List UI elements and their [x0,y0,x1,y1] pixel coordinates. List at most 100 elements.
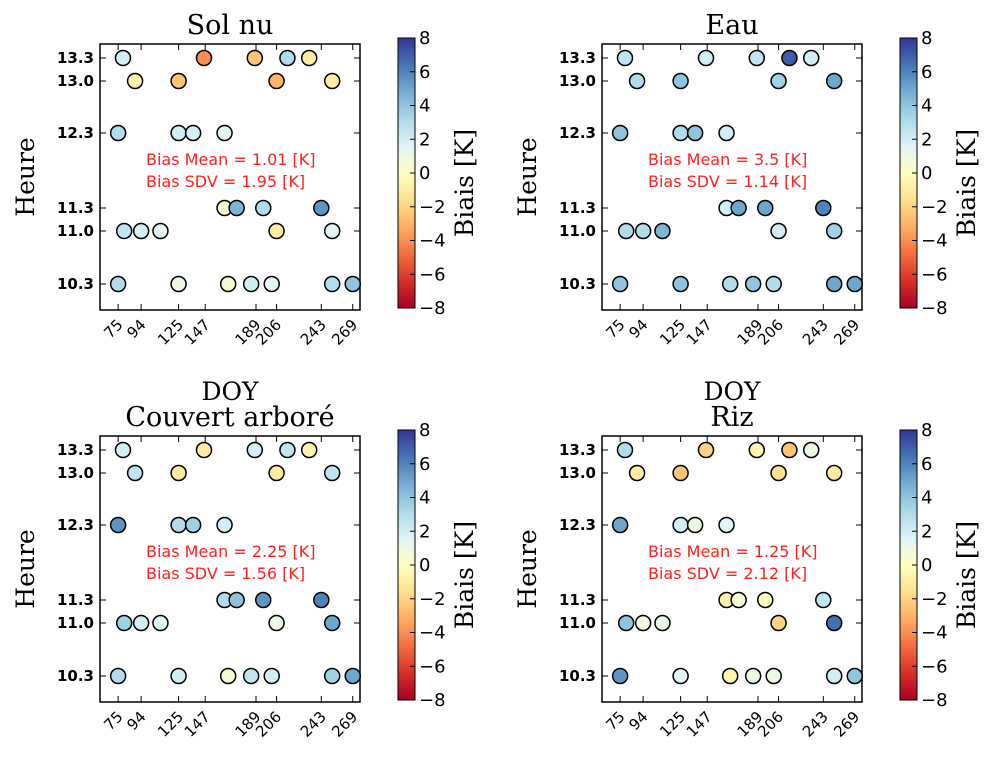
data-point [228,591,245,609]
data-point [279,441,296,459]
data-point [757,591,774,609]
colorbar-tick-label: 0 [921,163,932,184]
x-tick-label: 147 [181,708,214,741]
data-point [654,614,671,632]
y-tick-label: 10.3 [57,667,94,685]
data-point [323,667,341,685]
colorbar-tick-label: −8 [419,298,446,319]
x-tick-label: 94 [123,316,149,342]
colorbar-tick-label: 4 [921,96,932,117]
data-point [697,441,715,459]
data-point [634,222,652,240]
y-tick-label: 11.3 [57,591,94,609]
y-tick-label: 11.0 [559,614,596,632]
data-point [184,124,202,142]
x-tick-label: 94 [123,708,149,734]
data-point [617,222,635,240]
data-point [748,441,766,459]
colorbar-tick-label: 2 [921,129,932,150]
data-point [323,72,341,90]
data-point [132,614,150,632]
data-point [268,614,285,632]
data-point [216,516,233,534]
data-point [628,72,646,90]
colorbar-tick-label: 2 [419,129,430,150]
y-tick-label: 11.3 [559,591,596,609]
x-axis-label: DOY [201,769,259,771]
data-point [170,464,187,482]
data-point [611,516,629,534]
data-point [781,441,798,459]
data-point [323,614,341,632]
colorbar-label: Biais [K] [450,521,479,629]
data-point [242,275,260,293]
data-point [744,275,762,293]
x-tick-label: 243 [799,708,832,741]
colorbar-label: Biais [K] [952,129,981,237]
data-point [268,222,285,240]
x-axis-label: DOY [201,377,259,406]
plot-area [99,43,361,311]
y-tick-label: 12.3 [559,516,596,534]
data-point [718,516,735,534]
data-point [686,516,704,534]
colorbar-tick-label: −6 [419,656,446,677]
colorbar-tick-label: 8 [921,28,932,49]
colorbar-tick-label: 2 [921,521,932,542]
chart-title: Sol nu [187,10,274,41]
data-point [109,667,127,685]
annotation: Bias SDV = 1.95 [K] [146,172,305,191]
data-point [279,49,296,67]
data-point [825,275,843,293]
data-point [802,49,820,67]
colorbar-tick-label: 4 [419,488,430,509]
x-tick-label: 243 [297,708,330,741]
colorbar-tick-label: 8 [419,28,430,49]
data-point [152,222,169,240]
data-point [634,614,652,632]
chart-title: Eau [705,10,758,41]
data-point [672,124,689,142]
data-point [748,49,766,67]
data-point [672,667,689,685]
data-point [825,667,843,685]
data-point [344,667,361,685]
data-point [611,275,629,293]
data-point [170,275,187,293]
data-point [216,124,233,142]
data-point [255,591,272,609]
colorbar-tick-label: 8 [921,420,932,441]
data-point [730,591,747,609]
y-tick-label: 11.3 [57,199,94,217]
data-point [744,667,762,685]
data-point [616,441,634,459]
data-point [115,222,133,240]
data-point [654,222,671,240]
x-axis-label: DOY [703,377,761,406]
y-tick-label: 13.0 [559,464,596,482]
colorbar-tick-label: 8 [419,420,430,441]
colorbar-tick-label: −2 [921,589,948,610]
colorbar-tick-label: −8 [921,690,948,711]
colorbar-tick-label: −4 [921,231,948,252]
data-point [268,72,285,90]
data-point [721,275,739,293]
data-point [815,591,832,609]
x-tick-label: 147 [683,316,716,349]
plot-area [601,43,863,311]
data-point [109,124,127,142]
colorbar-tick-label: 6 [921,62,932,83]
data-point [846,275,863,293]
colorbar-tick-label: 0 [921,555,932,576]
y-tick-label: 13.0 [57,72,94,90]
data-point [825,72,843,90]
data-point [300,441,318,459]
data-point [846,667,863,685]
y-tick-label: 11.0 [559,222,596,240]
x-tick-label: 269 [830,316,863,349]
y-tick-label: 13.0 [57,464,94,482]
y-tick-label: 13.0 [559,72,596,90]
data-point [126,72,144,90]
